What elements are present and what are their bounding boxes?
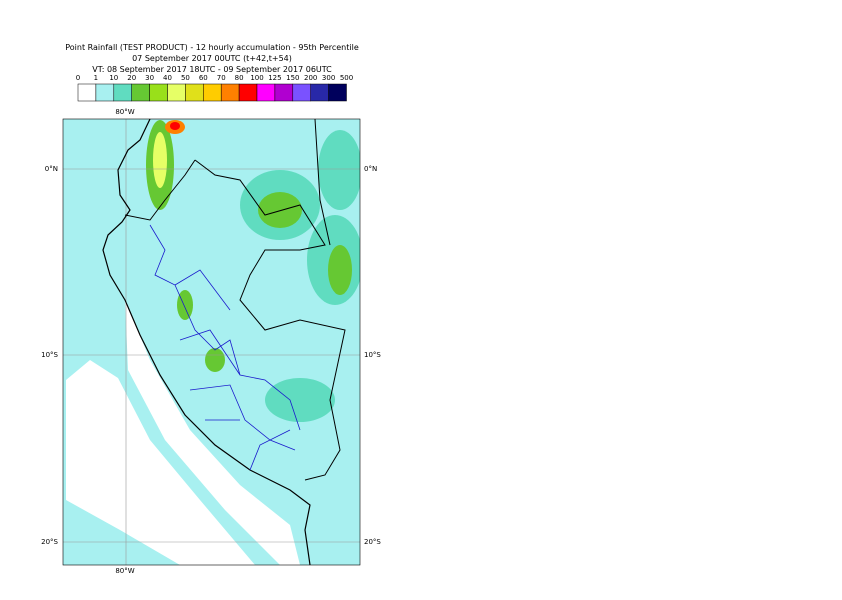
lat-label: 10°S bbox=[41, 351, 58, 359]
legend-swatch bbox=[328, 83, 347, 102]
legend-swatch bbox=[238, 83, 258, 102]
legend-swatch bbox=[77, 83, 97, 102]
lat-label: 0°N bbox=[45, 165, 58, 173]
legend-swatch bbox=[203, 83, 222, 102]
legend-label: 150 bbox=[286, 74, 299, 82]
valid-time: VT: 08 September 2017 18UTC - 09 Septemb… bbox=[92, 65, 332, 74]
legend-label: 0 bbox=[76, 74, 80, 82]
lat-label: 0°N bbox=[364, 165, 377, 173]
lon-label: 80°W bbox=[115, 108, 134, 116]
legend-label: 80 bbox=[235, 74, 244, 82]
legend-label: 100 bbox=[250, 74, 263, 82]
border bbox=[124, 119, 331, 246]
rain-area bbox=[177, 290, 193, 320]
legend-swatch bbox=[185, 83, 204, 102]
lat-label: 10°S bbox=[364, 351, 381, 359]
dry-area bbox=[125, 300, 300, 565]
rain-area bbox=[318, 130, 360, 210]
legend-swatch bbox=[131, 83, 150, 102]
rain-area bbox=[170, 122, 180, 130]
rain-area bbox=[265, 378, 335, 422]
legend-label: 70 bbox=[217, 74, 226, 82]
legend-swatch bbox=[220, 83, 240, 102]
legend-swatch bbox=[167, 83, 186, 102]
legend-label: 1 bbox=[94, 74, 98, 82]
lat-label: 20°S bbox=[364, 538, 381, 546]
rain-area bbox=[328, 245, 352, 295]
legend-label: 50 bbox=[181, 74, 190, 82]
legend-swatch bbox=[256, 83, 276, 102]
legend-label: 30 bbox=[145, 74, 154, 82]
legend-swatch bbox=[95, 83, 115, 102]
lon-label: 80°W bbox=[115, 567, 134, 575]
legend-label: 20 bbox=[127, 74, 136, 82]
border bbox=[194, 159, 346, 481]
region-border bbox=[149, 224, 301, 471]
legend-label: 40 bbox=[163, 74, 172, 82]
legend-swatch bbox=[113, 83, 132, 102]
lat-label: 20°S bbox=[41, 538, 58, 546]
title: Point Rainfall (TEST PRODUCT) - 12 hourl… bbox=[65, 43, 359, 52]
legend-label: 200 bbox=[304, 74, 317, 82]
legend-label: 125 bbox=[268, 74, 281, 82]
rain-area bbox=[153, 132, 167, 188]
legend-label: 500 bbox=[340, 74, 353, 82]
rain-area bbox=[205, 348, 225, 372]
legend-swatch bbox=[310, 83, 329, 102]
legend-swatch bbox=[292, 83, 311, 102]
legend-swatch bbox=[149, 83, 168, 102]
legend-swatch bbox=[274, 83, 294, 102]
rain-area bbox=[258, 192, 302, 228]
legend-label: 300 bbox=[322, 74, 335, 82]
legend-label: 10 bbox=[109, 74, 118, 82]
subtitle: 07 September 2017 00UTC (t+42,t+54) bbox=[132, 54, 292, 63]
coastline bbox=[102, 119, 311, 565]
legend: 0 1 10 20 30 40 50 60 70 80 100 125 150 200 300 500 bbox=[76, 74, 353, 102]
map bbox=[63, 119, 360, 565]
legend-label: 60 bbox=[199, 74, 208, 82]
dry-area bbox=[66, 360, 255, 565]
map-frame bbox=[62, 118, 361, 566]
